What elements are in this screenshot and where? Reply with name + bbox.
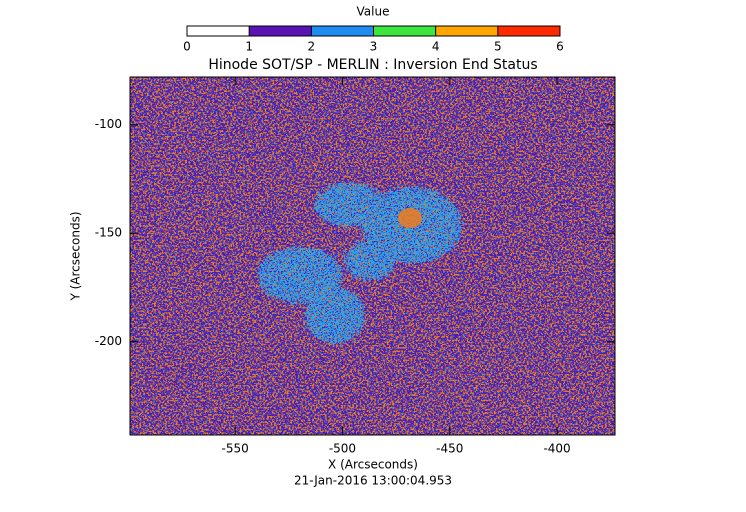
colorbar-tick-label: 2 [308, 40, 316, 54]
y-tick-label: -100 [95, 117, 122, 131]
colorbar-segment [373, 26, 436, 36]
plot-frame [129, 76, 616, 436]
colorbar-tick-label: 4 [432, 40, 440, 54]
y-tick-label: -150 [95, 226, 122, 240]
x-tick-label: -550 [222, 442, 249, 456]
x-tick-label: -400 [543, 442, 570, 456]
footer: 21-Jan-2016 13:00:04.953 [294, 474, 452, 488]
colorbar-segment [497, 26, 560, 36]
colorbar-tick-label: 0 [183, 40, 191, 54]
colorbar-tick-label: 1 [245, 40, 253, 54]
x-tick-label: -450 [436, 442, 463, 456]
x-tick-label: -500 [329, 442, 356, 456]
y-axis-label: Y (Arcseconds) [69, 211, 83, 301]
colorbar-segment [435, 26, 498, 36]
colorbar-segment [311, 26, 374, 36]
chart-title: Hinode SOT/SP - MERLIN : Inversion End S… [208, 57, 537, 73]
image-field [130, 77, 615, 435]
x-axis-label: X (Arcseconds) [328, 458, 418, 472]
colorbar-tick-label: 6 [556, 40, 564, 54]
y-tick-label: -200 [95, 334, 122, 348]
colorbar-tick-label: 5 [494, 40, 502, 54]
colorbar-tick-label: 3 [370, 40, 378, 54]
colorbar-label: Value [357, 5, 390, 19]
colorbar-segment [249, 26, 312, 36]
colorbar-segment [187, 26, 250, 36]
